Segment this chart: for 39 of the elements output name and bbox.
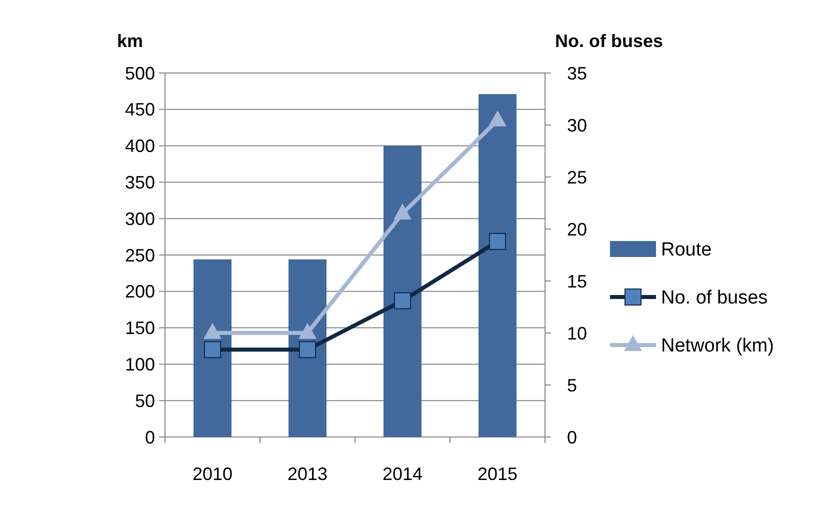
point (299, 341, 316, 358)
legend-label: Network (km) (661, 336, 774, 357)
y-tick-label: 500 (124, 63, 155, 84)
point (488, 110, 506, 126)
y-tick-label: 100 (124, 354, 155, 374)
x-tick-label: 2010 (192, 464, 233, 484)
y-tick-label: 400 (124, 136, 155, 156)
y-tick-label: 350 (124, 172, 155, 192)
point (489, 232, 506, 250)
point (204, 322, 222, 339)
y2-tick-label: 10 (567, 323, 588, 344)
y2-tick-label: 35 (567, 63, 588, 84)
y2-tick-label: 25 (567, 167, 588, 188)
y2-tick-label: 30 (567, 115, 588, 136)
y-tick-label: 450 (124, 100, 155, 120)
legend-label: No. of buses (661, 288, 768, 309)
y-tick-label: 50 (134, 390, 155, 411)
y-tick-label: 200 (124, 282, 155, 302)
bar (384, 146, 422, 437)
bar (478, 94, 516, 437)
point (394, 204, 412, 220)
point (394, 292, 411, 310)
y2-tick-label: 15 (567, 271, 588, 292)
y-tick-label: 0 (144, 427, 155, 448)
point (204, 341, 221, 358)
y-tick-label: 300 (124, 208, 155, 229)
x-tick-label: 2015 (477, 464, 518, 484)
y2-tick-label: 5 (567, 375, 578, 396)
legend-label: Route (661, 240, 712, 261)
x-tick-label: 2013 (287, 464, 328, 484)
x-tick-label: 2014 (382, 464, 423, 484)
y2-tick-label: 0 (567, 427, 578, 448)
y-axis-title: km (116, 31, 144, 51)
y2-axis-title: No. of buses (555, 31, 664, 51)
bar (194, 259, 232, 437)
y-tick-label: 150 (124, 318, 155, 338)
point (298, 322, 316, 339)
y-tick-label: 250 (124, 245, 155, 266)
y2-tick-label: 20 (567, 219, 588, 240)
